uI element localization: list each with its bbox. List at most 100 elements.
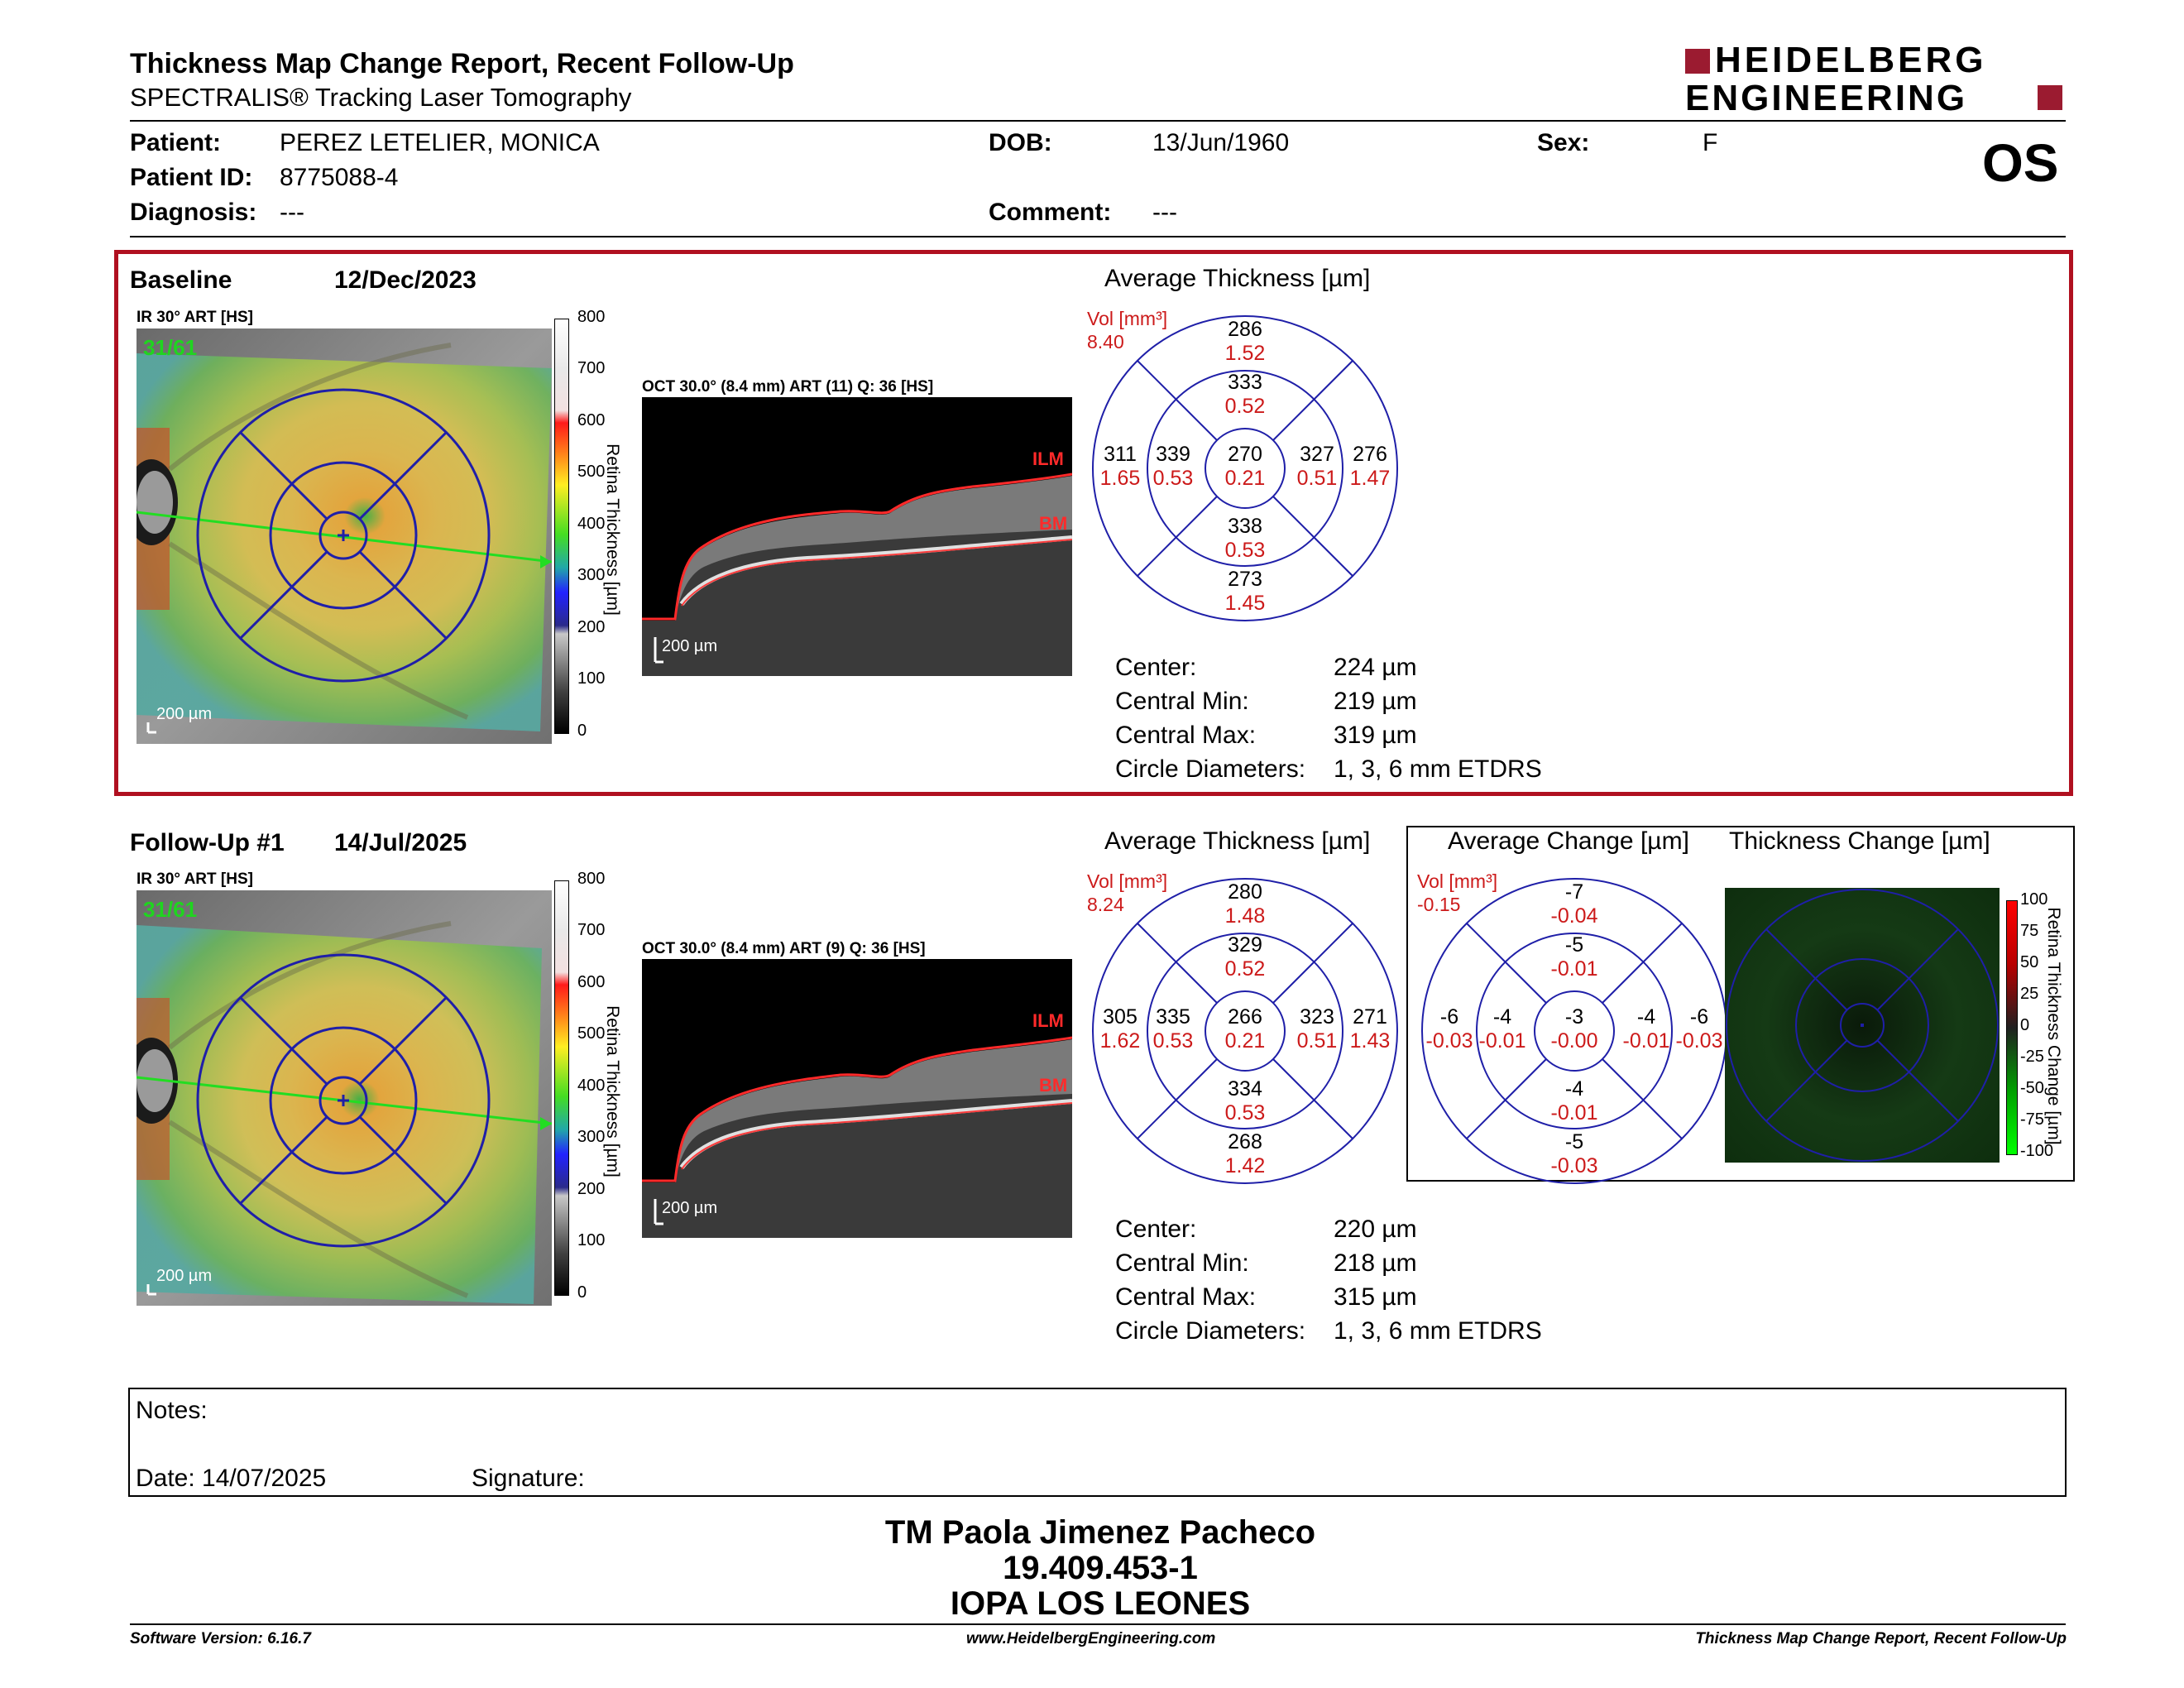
sector-outer-s: -5 -0.03: [1550, 1130, 1598, 1177]
stat-label: Central Max:: [1115, 1283, 1257, 1311]
tick-label: 200: [577, 1180, 606, 1198]
change-colorbar-title: Retina Thickness Change [µm]: [2044, 907, 2063, 1145]
sector-outer-e: 271 1.43: [1349, 1005, 1391, 1053]
baseline-ir-image: 31/61 200 µm: [125, 328, 553, 744]
baseline-colorbar-title: Retina Thickness [µm]: [603, 444, 622, 616]
stat-label: Center:: [1115, 1216, 1197, 1243]
sector-inner-s: 338 0.53: [1224, 515, 1266, 562]
stat-label: Circle Diameters:: [1115, 755, 1306, 783]
tick-label: 700: [577, 359, 606, 377]
tick-label: 300: [577, 1128, 606, 1146]
stat-label: Center:: [1115, 654, 1197, 681]
stat-value: 1, 3, 6 mm ETDRS: [1334, 1317, 1542, 1345]
baseline-colorbar-ticks: 800 700 600 500 400 300 200 100 0: [577, 308, 611, 740]
followup-oct-image: ILM BM 200 µm: [642, 959, 1073, 1238]
sector-outer-e: -6 -0.03: [1675, 1005, 1723, 1053]
followup-ir-scalebar: 200 µm: [156, 1267, 213, 1285]
tick-label: 500: [577, 463, 606, 481]
notes-date: Date: 14/07/2025: [136, 1465, 327, 1492]
followup-vol-label: Vol [mm³]: [1087, 870, 1168, 892]
dob-value: 13/Jun/1960: [1152, 129, 1290, 156]
baseline-oct-image: ILM BM 200 µm: [642, 397, 1073, 676]
sector-inner-s: -4 -0.01: [1550, 1077, 1598, 1125]
tick-label: 0: [577, 1283, 587, 1302]
tick-label: 800: [577, 308, 606, 326]
followup-label: Follow-Up #1: [130, 829, 285, 856]
tick-label: 400: [577, 1077, 606, 1095]
stat-label: Circle Diameters:: [1115, 1317, 1306, 1345]
tick-label: 50: [2020, 953, 2039, 971]
followup-vol-value: 8.24: [1087, 894, 1124, 915]
baseline-stats-labels: Center: Central Min: Central Max: Circle…: [1115, 650, 1305, 786]
stat-value: 218 µm: [1334, 1249, 1417, 1277]
sector-inner-e: 327 0.51: [1296, 443, 1338, 490]
change-panel: [1406, 826, 2075, 1182]
signatory-institution: IOPA LOS LEONES: [950, 1585, 1251, 1622]
change-etdrs-grid: -3 -0.00 -5 -0.01 -4 -0.01 -4 -0.01 -4 -0.01 …: [1420, 877, 1728, 1185]
sector-inner-n: 329 0.52: [1224, 933, 1266, 981]
patient-name: PEREZ LETELIER, MONICA: [280, 129, 600, 156]
tick-label: -25: [2020, 1048, 2044, 1066]
change-vol-value: -0.15: [1417, 894, 1461, 915]
tick-label: 25: [2020, 985, 2039, 1003]
sector-inner-w: 335 0.53: [1152, 1005, 1194, 1053]
tick-label: 700: [577, 921, 606, 939]
dob-label: DOB:: [989, 129, 1052, 156]
thickness-change-map: [1725, 888, 2000, 1163]
stat-label: Central Min:: [1115, 688, 1249, 715]
change-avg-title: Average Change [µm]: [1448, 827, 1689, 855]
stat-value: 315 µm: [1334, 1283, 1417, 1311]
followup-colorbar-ticks: 800 700 600 500 400 300 200 100 0: [577, 870, 611, 1302]
tick-label: -75: [2020, 1110, 2044, 1129]
baseline-oct-scalebar: 200 µm: [662, 637, 718, 655]
sector-outer-w: -6 -0.03: [1425, 1005, 1473, 1053]
tick-label: 100: [2020, 890, 2048, 909]
stat-value: 1, 3, 6 mm ETDRS: [1334, 755, 1542, 783]
sector-outer-s: 268 1.42: [1224, 1130, 1266, 1177]
diagnosis-label: Diagnosis:: [130, 199, 257, 226]
followup-ir-label: IR 30° ART [HS]: [136, 870, 253, 888]
sector-inner-w: 339 0.53: [1152, 443, 1194, 490]
sector-outer-n: -7 -0.04: [1550, 880, 1598, 928]
sector-outer-w: 311 1.65: [1099, 443, 1141, 490]
baseline-label: Baseline: [130, 266, 232, 294]
sector-outer-n: 280 1.48: [1224, 880, 1266, 928]
sex-label: Sex:: [1537, 129, 1590, 156]
tick-label: -50: [2020, 1079, 2044, 1097]
signatory-id: 19.409.453-1: [1003, 1550, 1198, 1586]
change-map-title: Thickness Change [µm]: [1729, 827, 1990, 855]
ilm-label: ILM: [1032, 1010, 1064, 1031]
notes-label: Notes:: [136, 1397, 208, 1424]
baseline-date: 12/Dec/2023: [334, 266, 477, 294]
change-colorbar-ticks: 100 75 50 25 0 -25 -50 -75 -100: [2020, 890, 2053, 1163]
baseline-vol-value: 8.40: [1087, 331, 1124, 352]
sector-inner-w: -4 -0.01: [1478, 1005, 1526, 1053]
tick-label: 0: [2020, 1016, 2030, 1034]
sector-inner-e: 323 0.51: [1296, 1005, 1338, 1053]
patient-label: Patient:: [130, 129, 222, 156]
comment-value: ---: [1152, 199, 1177, 226]
followup-colorbar: [554, 880, 569, 1296]
report-title: Thickness Map Change Report, Recent Foll…: [130, 48, 794, 79]
baseline-etdrs-grid: 270 0.21 333 0.52 338 0.53 339 0.53 327 0.51 …: [1091, 314, 1399, 622]
followup-ir-image: 31/61 200 µm: [125, 890, 553, 1306]
logo-line1: HEIDELBERG: [1715, 40, 1987, 80]
tick-label: 800: [577, 870, 606, 888]
stat-label: Central Max:: [1115, 722, 1257, 749]
signature-label: Signature:: [472, 1465, 585, 1492]
sector-outer-n: 286 1.52: [1224, 318, 1266, 365]
sector-outer-s: 273 1.45: [1224, 568, 1266, 615]
footer-software: Software Version: 6.16.7: [130, 1630, 311, 1647]
sector-inner-n: -5 -0.01: [1550, 933, 1598, 981]
tick-label: 400: [577, 515, 606, 533]
ilm-label: ILM: [1032, 448, 1064, 469]
tick-label: 100: [577, 669, 606, 688]
sector-inner-e: -4 -0.01: [1622, 1005, 1670, 1053]
baseline-stats-values: 224 µm 219 µm 319 µm 1, 3, 6 mm ETDRS: [1334, 650, 1542, 786]
notes-box[interactable]: [128, 1388, 2067, 1497]
baseline-panel: [114, 250, 2073, 796]
bm-label: BM: [1039, 513, 1068, 534]
tick-label: 0: [577, 722, 587, 740]
sector-outer-w: 305 1.62: [1099, 1005, 1141, 1053]
footer-website[interactable]: www.HeidelbergEngineering.com: [966, 1630, 1216, 1647]
